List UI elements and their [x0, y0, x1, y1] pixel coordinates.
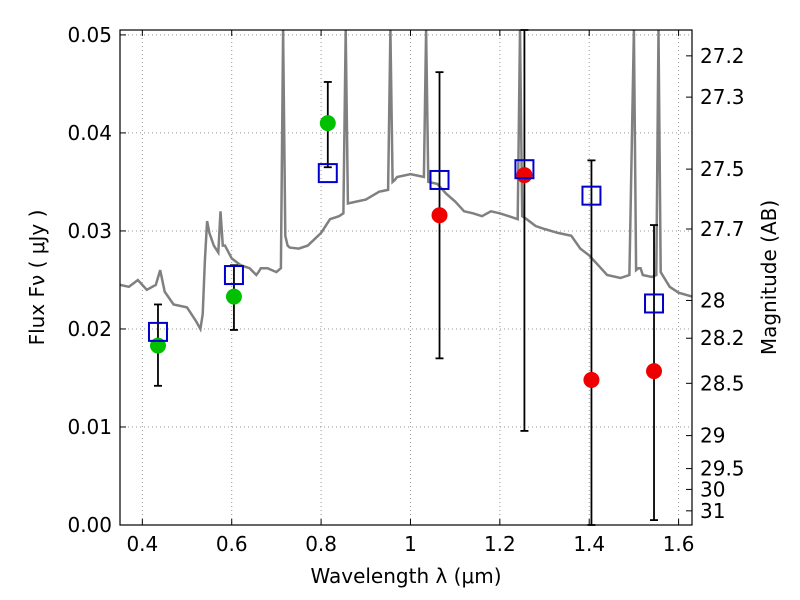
x-tick-label: 1.2 [484, 532, 516, 556]
model-box [429, 169, 450, 190]
y-tick-label: 0.04 [67, 121, 112, 145]
magnitude-tick-label: 27.3 [700, 85, 745, 109]
x-tick-label: 0.6 [216, 532, 248, 556]
ticks: 0.4 0.6 0.8 1 1.2 1.4 1.6 0.00 0.01 0.02 0.03 0.04 0… [67, 23, 744, 556]
y-tick-label: 0.03 [67, 219, 112, 243]
magnitude-tick-label: 27.7 [700, 217, 745, 241]
y-tick-label: 0.00 [67, 513, 112, 537]
magnitude-tick-label: 29 [700, 424, 725, 448]
y-tick-label: 0.01 [67, 415, 112, 439]
model-spectrum-line [120, 30, 692, 333]
magnitude-tick-label: 28.5 [700, 371, 745, 395]
magnitude-tick-label: 28 [700, 288, 725, 312]
y-tick-label: 0.05 [67, 23, 112, 47]
model-spectrum [120, 30, 692, 333]
magnitude-tick-label: 27.5 [700, 157, 745, 181]
red-data-point [431, 207, 448, 224]
green-data-point [319, 115, 336, 132]
magnitude-tick-label: 28.2 [700, 326, 745, 350]
model-box [644, 293, 665, 314]
magnitude-tick-label: 27.2 [700, 44, 745, 68]
model-box [581, 185, 602, 206]
red-data-point [516, 167, 533, 184]
x-tick-label: 0.8 [305, 532, 337, 556]
plot-frame [119, 29, 693, 526]
y-tick-label: 0.02 [67, 317, 112, 341]
x-tick-label: 1.6 [663, 532, 695, 556]
magnitude-tick-label: 31 [700, 499, 725, 523]
x-tick-label: 1 [404, 532, 417, 556]
magnitude-tick-label: 30 [700, 477, 725, 501]
model-box [514, 159, 535, 180]
red-data-point [646, 363, 663, 380]
model-box [223, 265, 244, 286]
error-bars [153, 29, 659, 526]
grid [120, 30, 692, 525]
y-axis-label: Flux Fν ( μJy ) [25, 210, 49, 346]
x-tick-label: 0.4 [126, 532, 158, 556]
x-axis-label: Wavelength λ (μm) [310, 564, 501, 588]
x-tick-label: 1.4 [573, 532, 605, 556]
model-box [317, 163, 338, 184]
green-data-point [225, 288, 242, 305]
red-data-point [583, 371, 600, 388]
magnitude-axis-label: Magnitude (AB) [757, 200, 781, 355]
model-box [147, 321, 168, 342]
magnitude-tick-label: 29.5 [700, 457, 745, 481]
data-markers [147, 115, 665, 388]
